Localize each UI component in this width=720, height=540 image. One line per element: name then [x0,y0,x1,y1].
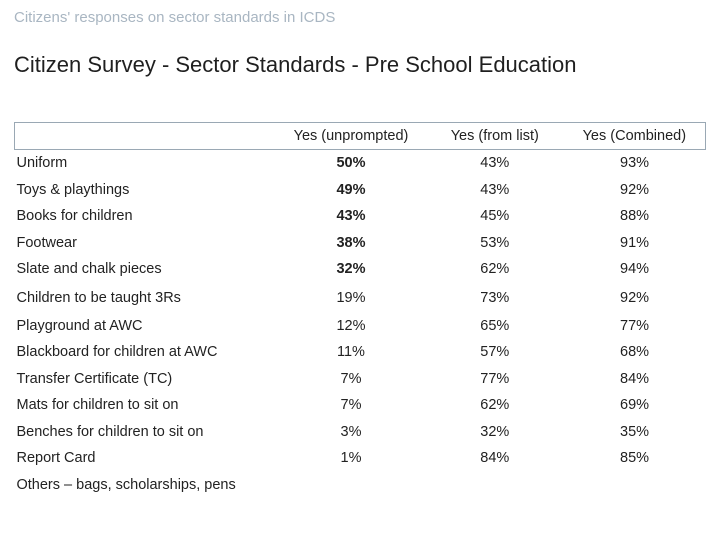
cell-unprompted: 49% [336,181,366,198]
cell-from-list: 32% [480,423,510,440]
table-row: Report Card 1% 84% 85% [15,445,706,472]
cell-from-list: 65% [480,317,510,334]
table-row: Books for children 43% 45% 88% [15,203,706,230]
row-label: Playground at AWC [16,317,143,334]
cell-unprompted: 11% [337,344,365,361]
table-row: Transfer Certificate (TC) 7% 77% 84% [15,366,706,393]
row-label: Books for children [16,208,133,225]
row-label: Transfer Certificate (TC) [16,370,173,387]
row-label: Children to be taught 3Rs [16,289,181,306]
table-row: Footwear 38% 53% 91% [15,230,706,257]
cell-combined: 94% [620,261,650,278]
cell-combined: 77% [620,317,650,334]
table-row: Children to be taught 3Rs 19% 73% 92% [15,283,706,313]
cell-from-list [426,472,564,499]
row-label: Mats for children to sit on [16,397,179,414]
cell-from-list: 62% [480,261,510,278]
slide-kicker: Citizens' responses on sector standards … [14,9,336,26]
cell-combined: 84% [620,370,650,387]
cell-combined [564,472,706,499]
column-header-item [14,122,277,150]
cell-combined: 35% [620,423,650,440]
cell-unprompted: 32% [336,261,366,278]
row-label: Footwear [16,234,77,251]
cell-unprompted: 19% [336,289,366,306]
cell-unprompted: 7% [340,397,362,414]
column-header-combined: Yes (Combined) [563,122,706,150]
cell-unprompted: 7% [340,370,362,387]
cell-from-list: 62% [480,397,510,414]
cell-from-list: 57% [480,344,510,361]
cell-from-list: 45% [480,208,510,225]
cell-from-list: 77% [480,370,510,387]
cell-combined: 69% [620,397,650,414]
cell-unprompted: 12% [336,317,366,334]
table-row: Toys & playthings 49% 43% 92% [15,177,706,204]
cell-unprompted: 43% [336,208,366,225]
cell-combined: 88% [620,208,650,225]
table-row: Slate and chalk pieces 32% 62% 94% [15,256,706,283]
cell-combined: 92% [620,181,650,198]
row-label: Report Card [16,450,96,467]
results-table-container: Yes (unprompted) Yes (from list) Yes (Co… [14,122,706,498]
row-label: Others – bags, scholarships, pens [16,476,236,493]
table-header-row: Yes (unprompted) Yes (from list) Yes (Co… [14,122,706,150]
row-label: Benches for children to sit on [16,423,204,440]
results-table: Yes (unprompted) Yes (from list) Yes (Co… [14,122,706,498]
row-label: Uniform [16,155,68,172]
column-header-from-list: Yes (from list) [425,122,564,150]
page-title: Citizen Survey - Sector Standards - Pre … [14,52,577,77]
cell-combined: 91% [620,234,650,251]
cell-from-list: 53% [480,234,510,251]
cell-unprompted [276,472,426,499]
table-row: Others – bags, scholarships, pens [15,472,706,499]
cell-from-list: 73% [480,289,510,306]
cell-combined: 93% [620,155,650,172]
cell-unprompted: 3% [340,423,362,440]
row-label: Blackboard for children at AWC [16,344,218,361]
table-row: Uniform 50% 43% 93% [15,150,706,177]
cell-combined: 85% [620,450,650,467]
cell-unprompted: 50% [336,155,366,172]
table-row: Blackboard for children at AWC 11% 57% 6… [15,339,706,366]
cell-combined: 92% [620,289,650,306]
cell-unprompted: 38% [336,234,366,251]
table-row: Benches for children to sit on 3% 32% 35… [15,419,706,446]
row-label: Toys & playthings [16,181,130,198]
cell-from-list: 43% [480,155,510,172]
cell-combined: 68% [620,344,650,361]
cell-unprompted: 1% [340,450,362,467]
table-row: Mats for children to sit on 7% 62% 69% [15,392,706,419]
row-label: Slate and chalk pieces [16,261,162,278]
cell-from-list: 84% [480,450,510,467]
table-row: Playground at AWC 12% 65% 77% [15,313,706,340]
cell-from-list: 43% [480,181,510,198]
column-header-unprompted: Yes (unprompted) [276,122,426,150]
